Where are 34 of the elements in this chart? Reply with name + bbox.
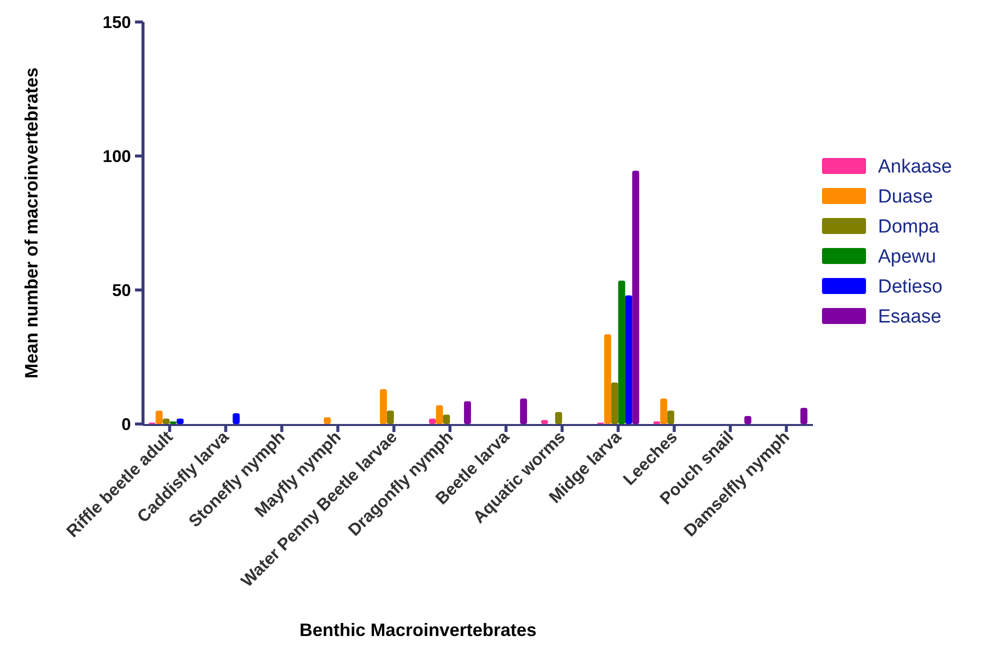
bar: [660, 398, 668, 424]
bar: [800, 408, 808, 424]
bar: [386, 410, 394, 424]
y-tick-label: 100: [102, 146, 131, 166]
y-tick-label: 50: [112, 280, 131, 300]
bar: [611, 382, 618, 424]
legend-label: Detieso: [878, 276, 942, 298]
x-axis-title: Benthic Macroinvertebrates: [299, 620, 537, 640]
bar: [436, 405, 443, 424]
legend-label: Esaase: [878, 306, 942, 328]
bar: [156, 410, 163, 424]
bar: [380, 389, 387, 424]
bar: [667, 410, 674, 424]
bar: [232, 413, 240, 424]
bar: [442, 414, 450, 424]
legend-label: Duase: [878, 186, 933, 208]
bar: [324, 417, 331, 424]
legend-label: Apewu: [878, 246, 936, 268]
bar: [625, 295, 632, 424]
y-tick-label: 150: [102, 12, 131, 32]
bar: [428, 418, 436, 424]
bar: [618, 280, 626, 424]
bar: [520, 398, 528, 424]
bar: [555, 412, 562, 424]
legend-label: Ankaase: [878, 156, 952, 178]
bar: [604, 334, 612, 424]
y-tick-label: 0: [122, 414, 131, 434]
y-axis-title: Mean number of macroinvertebrates: [21, 67, 42, 379]
bar: [632, 170, 640, 424]
bar: [176, 418, 184, 424]
bar: [464, 401, 471, 424]
bar: [744, 416, 752, 424]
bar: [162, 418, 170, 424]
legend-label: Dompa: [878, 216, 940, 238]
